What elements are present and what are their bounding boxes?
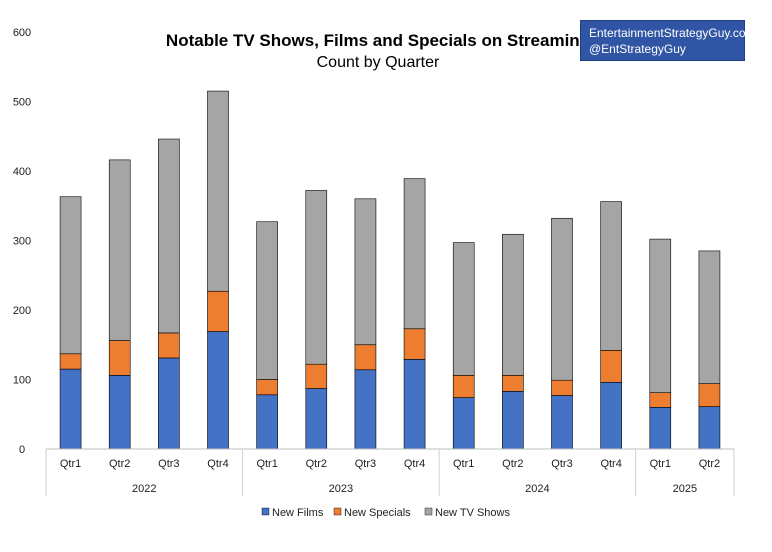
bar-segment-new-tv-shows	[403, 178, 426, 330]
x-category-label: Qtr1	[60, 458, 81, 470]
bar-segment-new-tv-shows	[354, 198, 377, 346]
bar-segment-new-specials	[256, 379, 278, 396]
bar-segment-new-films	[698, 406, 721, 450]
bar-segment-new-films	[59, 368, 82, 450]
legend-swatch	[424, 507, 433, 516]
bar-segment-new-tv-shows	[452, 242, 475, 376]
x-category-label: Qtr1	[453, 458, 474, 470]
bar-segment-new-films	[600, 381, 622, 450]
y-tick-label: 0	[19, 444, 25, 456]
bar-segment-new-films	[452, 397, 475, 450]
x-group-label: 2024	[525, 483, 549, 495]
x-category-label: Qtr2	[699, 458, 720, 470]
x-category-label: Qtr1	[650, 458, 671, 470]
credit-website: EntertainmentStrategyGuy.com	[589, 26, 756, 40]
bars	[59, 90, 721, 450]
bar-segment-new-specials	[59, 353, 82, 370]
x-category-label: Qtr4	[404, 458, 425, 470]
x-category-label: Qtr3	[355, 458, 376, 470]
legend: New Films New Specials New TV Shows	[261, 507, 510, 519]
credit-box: EntertainmentStrategyGuy.com @EntStrateg…	[580, 20, 756, 61]
x-axis: Qtr1 Qtr2 Qtr3 Qtr4 Qtr1 Qtr2 Qtr3 Qtr4 Qtr1 Qtr2…	[45, 448, 735, 496]
y-axis: 0 100 200 300 400 500 600	[13, 27, 31, 456]
bar-segment-new-tv-shows	[551, 217, 573, 381]
bar-segment-new-films	[649, 406, 672, 450]
legend-label: New TV Shows	[435, 507, 510, 519]
x-category-label: Qtr2	[306, 458, 327, 470]
x-category-label: Qtr4	[207, 458, 228, 470]
y-tick-label: 300	[13, 236, 31, 248]
y-tick-label: 200	[13, 305, 31, 317]
x-category-label: Qtr3	[158, 458, 179, 470]
bar-segment-new-specials	[452, 375, 475, 398]
bar-segment-new-specials	[305, 363, 328, 389]
y-tick-label: 600	[13, 27, 31, 39]
bar-segment-new-specials	[502, 375, 524, 392]
bar-segment-new-films	[305, 388, 328, 450]
legend-label: New Films	[272, 507, 324, 519]
bar-segment-new-tv-shows	[600, 201, 622, 351]
bar-segment-new-tv-shows	[59, 196, 82, 355]
bar-segment-new-films	[502, 391, 524, 450]
y-tick-label: 500	[13, 97, 31, 109]
x-category-label: Qtr4	[600, 458, 621, 470]
bar-segment-new-films	[207, 331, 229, 450]
bar-segment-new-tv-shows	[305, 190, 328, 365]
bar-segment-new-specials	[551, 379, 573, 396]
bar-segment-new-specials	[698, 383, 721, 407]
bar-segment-new-tv-shows	[649, 238, 672, 394]
bar-segment-new-specials	[600, 350, 622, 383]
bar-segment-new-specials	[649, 392, 672, 408]
bar-segment-new-films	[354, 369, 377, 450]
x-category-label: Qtr1	[256, 458, 277, 470]
x-group-label: 2023	[329, 483, 353, 495]
x-category-label: Qtr3	[551, 458, 572, 470]
legend-swatch	[333, 507, 342, 516]
bar-segment-new-tv-shows	[256, 221, 278, 380]
y-tick-label: 100	[13, 375, 31, 387]
bar-segment-new-specials	[108, 340, 131, 376]
bar-segment-new-films	[108, 375, 131, 450]
bar-segment-new-tv-shows	[698, 250, 721, 384]
bar-segment-new-films	[403, 359, 426, 450]
bar-segment-new-films	[256, 394, 278, 450]
bar-segment-new-specials	[354, 344, 377, 371]
bar-segment-new-tv-shows	[108, 159, 131, 341]
legend-swatch	[261, 507, 270, 516]
chart-subtitle: Count by Quarter	[317, 54, 440, 71]
y-tick-label: 400	[13, 166, 31, 178]
bar-segment-new-tv-shows	[207, 90, 229, 292]
legend-label: New Specials	[344, 507, 411, 519]
credit-handle: @EntStrategyGuy	[589, 42, 686, 56]
x-group-label: 2025	[673, 483, 697, 495]
x-group-label: 2022	[132, 483, 156, 495]
bar-segment-new-specials	[158, 332, 180, 359]
chart-title: Notable TV Shows, Films and Specials on …	[166, 31, 590, 50]
bar-segment-new-films	[158, 357, 180, 450]
bar-segment-new-specials	[207, 290, 229, 332]
bar-segment-new-tv-shows	[158, 138, 180, 334]
bar-segment-new-films	[551, 395, 573, 450]
bar-segment-new-tv-shows	[502, 233, 524, 376]
x-category-label: Qtr2	[502, 458, 523, 470]
x-category-label: Qtr2	[109, 458, 130, 470]
bar-segment-new-specials	[403, 328, 426, 360]
